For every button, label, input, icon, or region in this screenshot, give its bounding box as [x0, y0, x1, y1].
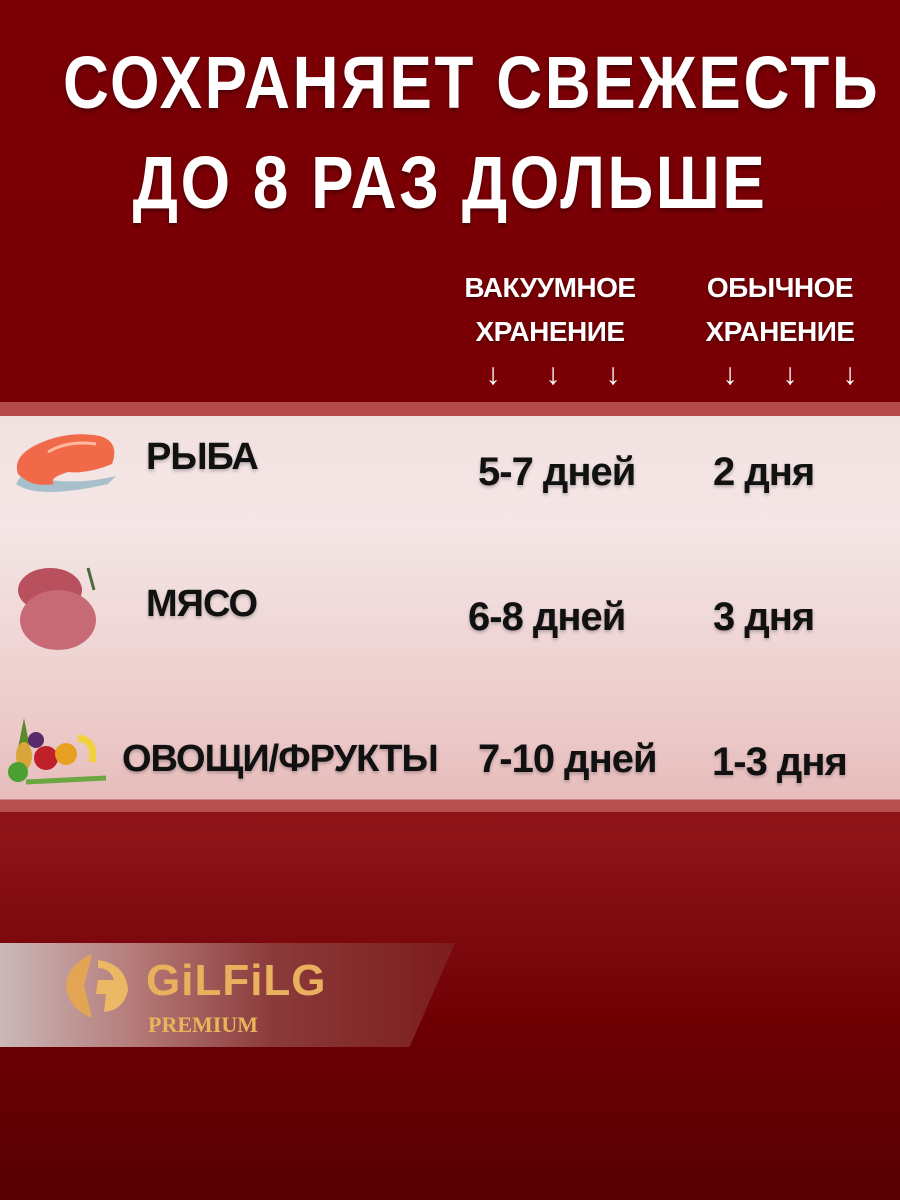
brand-logo-icon	[66, 954, 128, 1018]
arrow-down-icon: ↓	[722, 358, 738, 391]
row-label: МЯСО	[146, 583, 258, 625]
row-label: ОВОЩИ/ФРУКТЫ	[122, 738, 439, 780]
arrow-down-icon: ↓	[842, 358, 858, 391]
vacuum-value: 6-8 дней	[468, 595, 626, 639]
header-line: ХРАНЕНИЕ	[705, 316, 855, 347]
arrow-down-icon: ↓	[605, 358, 621, 391]
regular-value: 1-3 дня	[712, 740, 848, 784]
arrows-vacuum: ↓ ↓ ↓	[463, 358, 643, 392]
title-line1: СОХРАНЯЕТ СВЕЖЕСТЬ	[63, 41, 881, 124]
arrows-regular: ↓ ↓ ↓	[700, 358, 880, 392]
header-line: ВАКУУМНОЕ	[464, 272, 636, 303]
regular-value: 3 дня	[713, 595, 815, 639]
header-line: ОБЫЧНОЕ	[706, 272, 854, 303]
vegetables-fruits-icon	[8, 718, 107, 785]
vacuum-value: 5-7 дней	[478, 450, 636, 494]
arrow-down-icon: ↓	[545, 358, 561, 391]
vacuum-value: 7-10 дней	[478, 737, 658, 781]
arrow-down-icon: ↓	[782, 358, 798, 391]
title-line2: ДО 8 РАЗ ДОЛЬШЕ	[132, 141, 768, 224]
regular-value: 2 дня	[713, 450, 815, 494]
header-line: ХРАНЕНИЕ	[475, 316, 625, 347]
meat-icon	[18, 567, 96, 650]
brand-tagline: PREMIUM	[148, 1012, 258, 1037]
comparison-panel	[0, 402, 900, 812]
arrow-down-icon: ↓	[485, 358, 501, 391]
fish-steak-icon	[16, 434, 116, 492]
row-label: РЫБА	[146, 436, 259, 478]
column-header-vacuum: ВАКУУМНОЕ ХРАНЕНИЕ	[440, 266, 660, 354]
column-header-regular: ОБЫЧНОЕ ХРАНЕНИЕ	[680, 266, 880, 354]
brand-name: GiLFiLG	[146, 956, 327, 1005]
